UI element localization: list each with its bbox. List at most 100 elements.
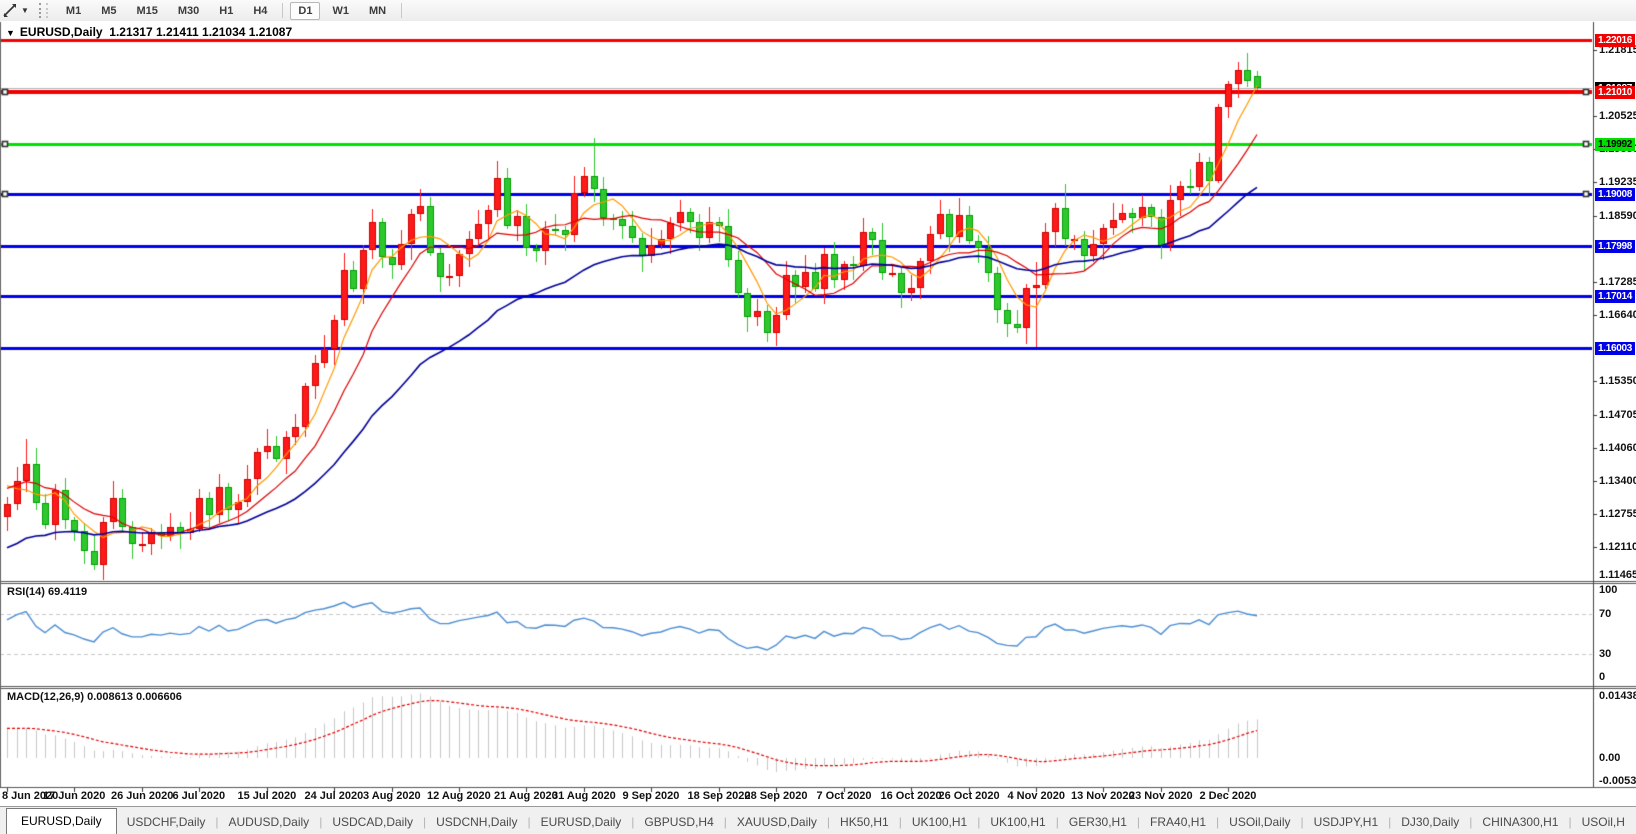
tab-separator: | xyxy=(527,815,531,829)
date-axis-label: 26 Oct 2020 xyxy=(938,790,1000,802)
timeframe-button-M15[interactable]: M15 xyxy=(136,4,158,17)
timeframe-toolbar: ▼ M1 M5 M15 M30 H1 H4 D1 W1 MN xyxy=(0,0,1636,22)
chart-canvas[interactable] xyxy=(0,21,1636,806)
toolbar-separator xyxy=(401,3,403,18)
price-axis-tick: 1.14060 xyxy=(1599,441,1636,454)
timeframe-button-M30[interactable]: M30 xyxy=(177,4,200,17)
tab-usdcad-daily[interactable]: USDCAD,Daily xyxy=(332,815,413,829)
level-price-box[interactable]: 1.21010 xyxy=(1595,85,1635,99)
tab-separator: | xyxy=(631,815,635,829)
macd-axis-tick: -0.00539 xyxy=(1599,775,1636,787)
tab-china300-h1[interactable]: CHINA300,H1 xyxy=(1482,815,1559,829)
tab-audusd-daily[interactable]: AUDUSD,Daily xyxy=(228,815,310,829)
tab-gbpusd-h4[interactable]: GBPUSD,H4 xyxy=(644,815,714,829)
tab-uk100-h1[interactable]: UK100,H1 xyxy=(911,815,968,829)
date-axis-label: 13 Nov 2020 xyxy=(1071,790,1135,802)
price-axis-tick: 1.16640 xyxy=(1599,309,1636,322)
price-axis-tick: 1.14705 xyxy=(1599,408,1636,421)
tab-usdjpy-h1[interactable]: USDJPY,H1 xyxy=(1313,815,1379,829)
tab-separator: | xyxy=(1136,815,1141,829)
date-axis-label: 17 Jun 2020 xyxy=(43,790,106,802)
chart-title: ▼ EURUSD,Daily 1.21317 1.21411 1.21034 1.… xyxy=(6,25,292,39)
tab-xauusd-daily[interactable]: XAUUSD,Daily xyxy=(736,815,817,829)
tab-dj30-daily[interactable]: DJ30,Daily xyxy=(1401,815,1460,829)
tab-usdcnh-daily[interactable]: USDCNH,Daily xyxy=(436,815,518,829)
rsi-axis-tick: 30 xyxy=(1599,648,1612,660)
timeframe-button-H1[interactable]: H1 xyxy=(219,4,234,17)
tab-fra40-h1[interactable]: FRA40,H1 xyxy=(1150,815,1207,829)
date-axis-label: 4 Nov 2020 xyxy=(1007,790,1065,802)
price-axis-tick: 1.21815 xyxy=(1599,44,1636,57)
tab-uk100-h1[interactable]: UK100,H1 xyxy=(990,815,1046,829)
date-axis-label: 23 Nov 2020 xyxy=(1129,790,1193,802)
rsi-label: RSI(14) 69.4119 xyxy=(7,586,88,598)
level-price-box[interactable]: 1.16003 xyxy=(1595,341,1635,355)
chart-title-ohlc: 1.21317 1.21411 1.21034 1.21087 xyxy=(109,25,293,39)
rsi-axis-tick: 70 xyxy=(1599,608,1612,620)
date-axis-label: 16 Oct 2020 xyxy=(880,790,942,802)
date-axis-label: 6 Jul 2020 xyxy=(172,790,226,802)
tab-separator: | xyxy=(723,815,727,829)
date-axis-label: 12 Aug 2020 xyxy=(427,790,491,802)
tab-eurusd-daily[interactable]: EURUSD,Daily xyxy=(6,808,117,834)
tab-separator: | xyxy=(826,815,831,829)
tab-separator: | xyxy=(1388,815,1392,829)
tab-usdchf-daily[interactable]: USDCHF,Daily xyxy=(126,815,206,829)
timeframe-button-MN[interactable]: MN xyxy=(368,4,387,17)
price-axis-tick: 1.20525 xyxy=(1599,110,1636,123)
timeframe-button-H4[interactable]: H4 xyxy=(253,4,268,17)
tab-ger30-h1[interactable]: GER30,H1 xyxy=(1068,815,1127,829)
tab-separator: | xyxy=(423,815,427,829)
level-price-box[interactable]: 1.17998 xyxy=(1595,239,1635,253)
price-axis-tick: 1.18590 xyxy=(1599,209,1636,222)
date-axis-label: 7 Oct 2020 xyxy=(816,790,872,802)
chart-title-symbol: EURUSD,Daily xyxy=(19,25,103,39)
date-axis-label: 2 Dec 2020 xyxy=(1199,790,1257,802)
timeframe-button-M5[interactable]: M5 xyxy=(101,4,117,17)
toolbar-grip[interactable] xyxy=(38,3,48,18)
macd-axis-tick: 0.014384 xyxy=(1599,690,1636,702)
date-axis-label: 31 Aug 2020 xyxy=(552,790,616,802)
rsi-axis-tick: 100 xyxy=(1599,584,1618,596)
chart-collapse-icon[interactable]: ▼ xyxy=(6,28,15,38)
price-axis-tick: 1.13400 xyxy=(1599,475,1636,488)
tab-eurusd-daily[interactable]: EURUSD,Daily xyxy=(540,815,622,829)
tab-separator: | xyxy=(977,815,981,829)
rsi-axis-tick: 0 xyxy=(1599,671,1606,683)
date-axis-label: 26 Jun 2020 xyxy=(111,790,174,802)
macd-axis-tick: 0.00 xyxy=(1599,752,1621,764)
tab-separator: | xyxy=(1300,815,1304,829)
tool-dropdown-caret-icon[interactable]: ▼ xyxy=(21,6,29,15)
price-axis-tick: 1.11465 xyxy=(1599,569,1636,581)
tab-separator: | xyxy=(215,815,219,829)
date-axis-label: 24 Jul 2020 xyxy=(304,790,364,802)
date-axis-label: 18 Sep 2020 xyxy=(687,790,751,802)
tab-separator: | xyxy=(1568,815,1572,829)
tab-usoil-h[interactable]: USOil,H xyxy=(1581,815,1625,829)
price-axis-tick: 1.12110 xyxy=(1599,541,1636,554)
timeframe-button-M1[interactable]: M1 xyxy=(65,4,82,17)
level-price-box[interactable]: 1.17014 xyxy=(1595,289,1635,303)
date-axis-label: 28 Sep 2020 xyxy=(744,790,808,802)
price-axis-tick: 1.19235 xyxy=(1599,176,1636,189)
date-axis-label: 21 Aug 2020 xyxy=(494,790,558,802)
level-price-box[interactable]: 1.22016 xyxy=(1595,33,1635,47)
price-axis-tick: 1.15350 xyxy=(1599,375,1636,388)
macd-label: MACD(12,26,9) 0.008613 0.006606 xyxy=(7,691,182,703)
timeframe-button-D1[interactable]: D1 xyxy=(290,1,321,20)
tab-usoil-daily[interactable]: USOil,Daily xyxy=(1229,815,1291,829)
tab-hk50-h1[interactable]: HK50,H1 xyxy=(840,815,889,829)
tab-separator: | xyxy=(319,815,323,829)
date-axis-label: 8 Jun 2020 xyxy=(2,790,59,802)
timeframe-button-W1[interactable]: W1 xyxy=(332,4,349,17)
tab-scroll-left-icon[interactable]: ◄ xyxy=(1635,817,1636,827)
level-price-box[interactable]: 1.19992 xyxy=(1595,137,1635,151)
tab-separator: | xyxy=(1055,815,1059,829)
tab-separator: | xyxy=(898,815,902,829)
trendline-tool-icon[interactable] xyxy=(1,3,19,19)
date-axis-label: 3 Aug 2020 xyxy=(363,790,421,802)
price-axis-tick: 1.12755 xyxy=(1599,508,1636,521)
tab-separator: | xyxy=(1469,815,1473,829)
level-price-box[interactable]: 1.19008 xyxy=(1595,187,1635,201)
